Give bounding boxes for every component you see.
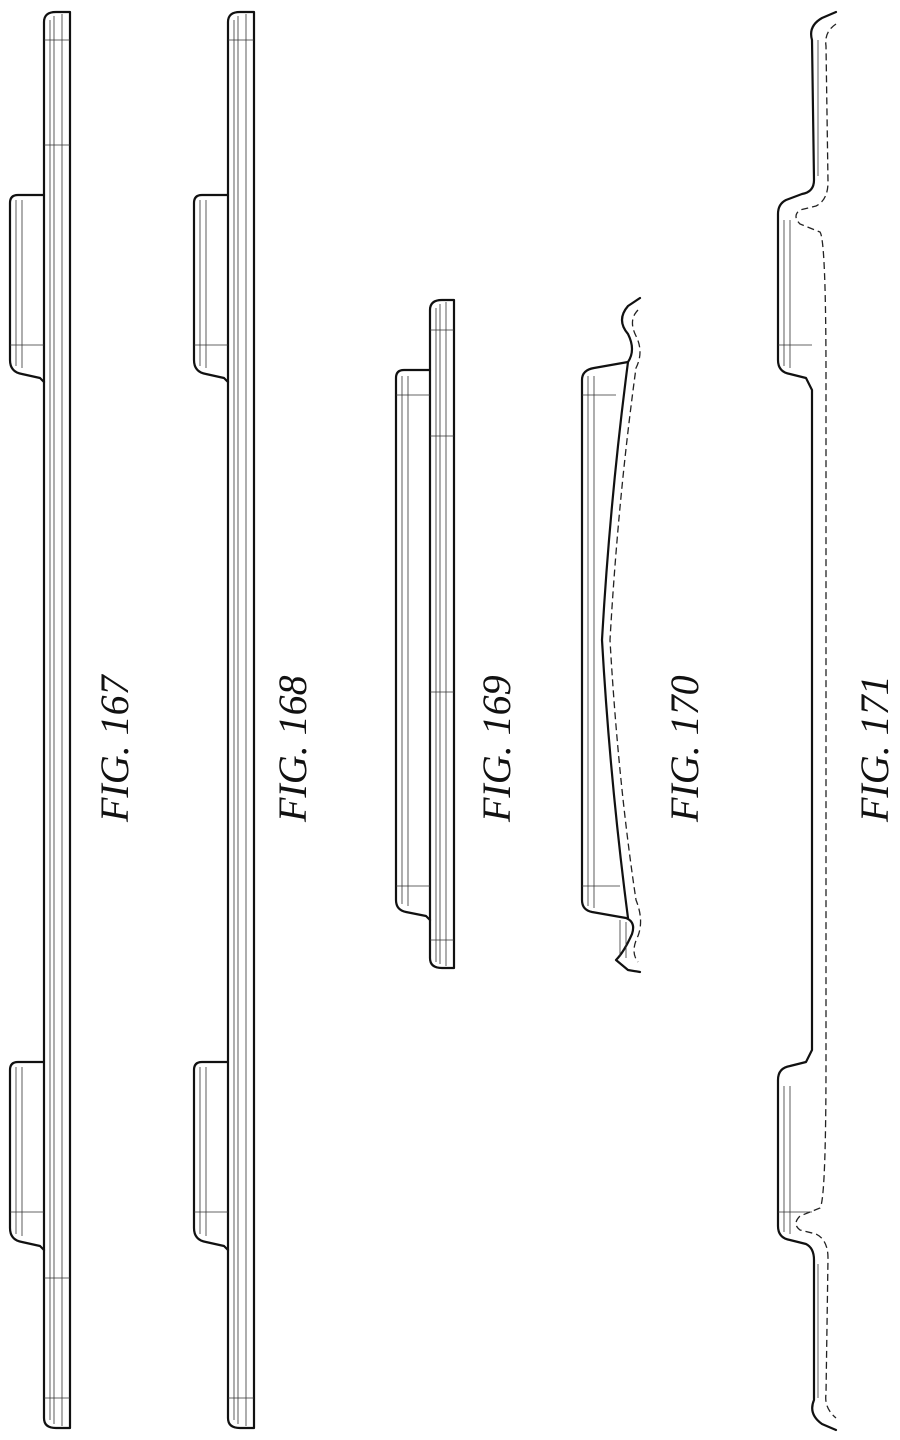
fig-168-label: FIG. 168 xyxy=(270,675,315,823)
fig-170-label: FIG. 170 xyxy=(662,675,707,823)
fig-170-drawing: FIG. 170 xyxy=(582,298,707,972)
fig-171-label: FIG. 171 xyxy=(852,675,897,823)
fig-167-drawing: FIG. 167 xyxy=(10,12,137,1428)
fig-169-drawing: FIG. 169 xyxy=(396,300,519,968)
fig-169-label: FIG. 169 xyxy=(474,675,519,823)
fig-171-drawing: FIG. 171 xyxy=(778,12,897,1430)
fig-168-drawing: FIG. 168 xyxy=(194,12,315,1428)
fig-167-label: FIG. 167 xyxy=(92,673,137,823)
